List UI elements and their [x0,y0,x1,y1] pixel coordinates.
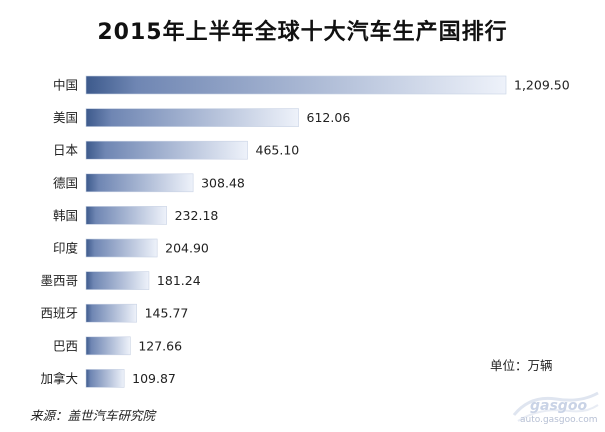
source-label: 来源：盖世汽车研究院 [30,408,156,423]
value-label: 1,209.50 [514,78,570,93]
value-label: 308.48 [201,175,245,190]
bar [85,206,167,225]
category-label: 加拿大 [40,371,78,386]
bar [85,303,137,323]
bar [85,238,158,258]
value-label: 109.87 [132,371,176,386]
bar [85,271,150,290]
category-label: 印度 [53,241,79,256]
unit-label: 单位：万辆 [490,358,553,373]
category-label: 中国 [53,78,78,93]
bar [85,75,507,95]
chart-title: 2015年上半年全球十大汽车生产国排行 [97,20,508,45]
category-label: 巴西 [53,338,78,353]
value-label: 181.24 [157,273,201,288]
value-label: 127.66 [138,338,182,353]
category-label: 美国 [53,110,78,125]
category-label: 日本 [53,143,79,158]
value-label: 145.77 [145,306,189,321]
category-label: 墨西哥 [40,273,78,288]
value-label: 204.90 [165,241,209,256]
watermark-logo-icon [512,391,599,422]
category-label: 德国 [53,175,78,190]
value-label: 612.06 [307,110,351,125]
value-label: 232.18 [175,208,219,223]
bar [85,108,299,127]
category-label: 西班牙 [40,306,78,321]
watermark-brand: gasgoo [530,398,588,414]
bar [85,336,131,356]
bar [85,369,125,388]
bar [85,173,194,193]
bar [85,140,248,160]
value-label: 465.10 [256,143,300,158]
watermark-site: auto.gasgoo.com [520,415,598,425]
category-label: 韩国 [53,208,78,223]
